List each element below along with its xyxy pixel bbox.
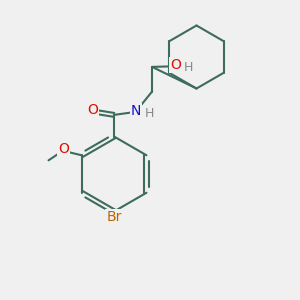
Text: O: O	[170, 58, 181, 72]
Text: H: H	[145, 107, 154, 120]
Text: H: H	[184, 61, 194, 74]
Text: O: O	[87, 103, 98, 116]
Text: O: O	[58, 142, 69, 156]
Text: Br: Br	[106, 210, 122, 224]
Text: N: N	[131, 104, 141, 118]
